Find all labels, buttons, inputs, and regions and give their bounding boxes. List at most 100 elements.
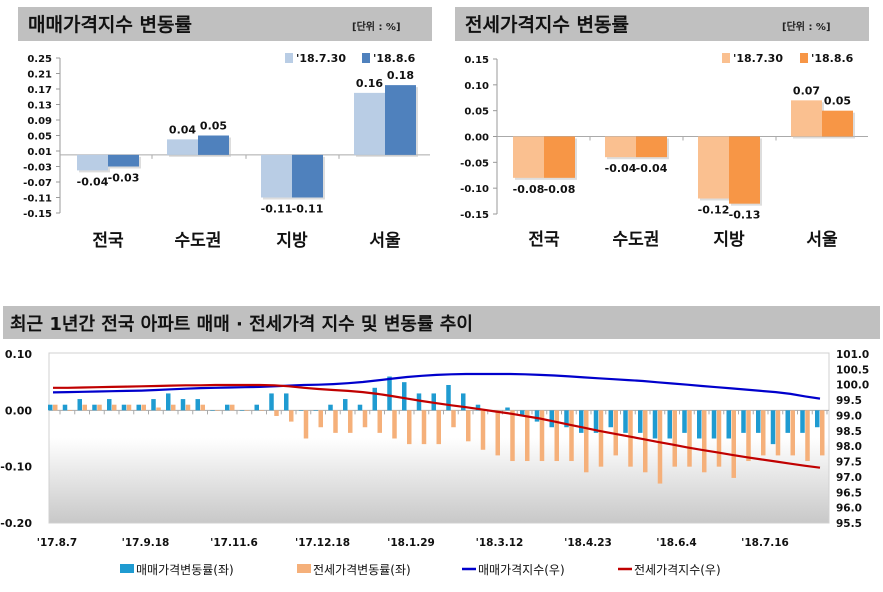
- bar-sale-rate: [416, 393, 422, 411]
- data-label: 0.07: [793, 84, 820, 97]
- bar-jeonse-rate: [672, 410, 677, 467]
- bar-sale-rate: [77, 399, 82, 411]
- bar-sale-rate: [372, 387, 377, 411]
- bar-sale-rate: [608, 410, 613, 428]
- legend-swatch: [297, 564, 311, 573]
- sale-index-line: [52, 372, 821, 400]
- right-y-tick-label: 97.0: [836, 472, 862, 484]
- legend-label: '18.8.6: [811, 52, 854, 65]
- bar-sale-rate: [623, 410, 628, 433]
- bar-jeonse-rate: [716, 410, 722, 467]
- bar-sale-rate: [136, 404, 141, 411]
- bar-지방-'18.7.30: [698, 136, 729, 199]
- bar-sale-rate: [387, 376, 392, 411]
- category-label: 서울: [806, 230, 838, 250]
- right-y-tick-label: 101.0: [836, 349, 869, 361]
- bar-sale-rate: [667, 410, 672, 439]
- data-label: -0.11: [292, 203, 324, 216]
- y-tick-label: -0.07: [23, 178, 52, 189]
- y-tick-label: 0.05: [27, 132, 52, 143]
- y-tick-label: 0.05: [464, 107, 489, 118]
- bar-jeonse-rate: [584, 410, 589, 473]
- bar-jeonse-rate: [510, 410, 515, 462]
- right-y-tick-label: 96.0: [836, 503, 862, 515]
- bar-지방-'18.8.6: [292, 154, 323, 198]
- bar-jeonse-rate: [495, 410, 500, 456]
- legend-label: 전세가격변동률(좌): [313, 563, 411, 577]
- bar-sale-rate: [180, 399, 186, 411]
- bar-sale-rate: [785, 410, 790, 433]
- bar-sale-rate: [505, 407, 510, 411]
- x-tick-label: '17.12.18: [295, 537, 350, 549]
- bar-수도권-'18.7.30: [605, 136, 636, 158]
- bar-jeonse-rate: [126, 404, 132, 411]
- bar-jeonse-rate: [480, 410, 486, 450]
- data-label: 0.18: [387, 69, 414, 82]
- bar-sale-rate: [225, 404, 230, 411]
- y-tick-label: -0.11: [23, 194, 52, 205]
- sale-chart-unit: [단위 : %]: [352, 20, 401, 33]
- bar-jeonse-rate: [200, 404, 205, 411]
- bar-전국-'18.7.30: [513, 136, 544, 178]
- sale-chart-title: 매매가격지수 변동률: [28, 14, 192, 36]
- bar-jeonse-rate: [613, 410, 618, 456]
- data-label: -0.12: [698, 204, 730, 217]
- x-tick-label: '18.1.29: [387, 537, 435, 549]
- bar-서울-'18.7.30: [791, 100, 822, 137]
- bar-jeonse-rate: [318, 410, 323, 428]
- bar-jeonse-rate: [82, 404, 87, 411]
- bar-jeonse-rate: [67, 410, 73, 411]
- bar-sale-rate: [121, 404, 127, 411]
- data-label: 0.04: [169, 123, 196, 136]
- bar-jeonse-rate: [657, 410, 663, 484]
- legend-label: 전세가격지수(우): [634, 563, 721, 577]
- x-tick-label: '17.9.18: [122, 537, 170, 549]
- legend-swatch: [120, 564, 134, 573]
- bar-sale-rate: [313, 410, 318, 411]
- bar-jeonse-rate: [790, 410, 795, 456]
- category-label: 지방: [713, 230, 745, 250]
- y-tick-label: 0.09: [27, 116, 52, 127]
- bar-sale-rate: [534, 410, 540, 422]
- legend-swatch: [285, 53, 293, 63]
- bar-sale-rate: [239, 410, 245, 411]
- bar-서울-'18.8.6: [822, 110, 853, 137]
- bar-jeonse-rate: [303, 410, 309, 439]
- bar-전국-'18.7.30: [77, 154, 108, 171]
- y-tick-label: 0.25: [27, 54, 52, 65]
- bar-jeonse-rate: [746, 410, 751, 462]
- bar-sale-rate: [284, 393, 289, 411]
- category-label: 수도권: [175, 231, 222, 251]
- bar-jeonse-rate: [53, 404, 58, 411]
- bar-sale-rate: [151, 399, 156, 411]
- bar-sale-rate: [195, 399, 200, 411]
- y-tick-label: 0.10: [464, 81, 489, 92]
- y-tick-label: -0.15: [460, 210, 489, 221]
- bar-sale-rate: [402, 382, 407, 411]
- bar-sale-rate: [593, 410, 599, 433]
- bar-jeonse-rate: [377, 410, 382, 433]
- trend-chart: 0.10 0.00 -0.10 -0.20 101.0 100.5 100.0 99.5 99.…: [0, 348, 869, 577]
- legend-label: 매매가격변동률(좌): [136, 563, 234, 577]
- right-y-tick-label: 100.5: [836, 364, 869, 376]
- bar-jeonse-rate: [687, 410, 692, 467]
- bar-수도권-'18.8.6: [636, 136, 667, 158]
- data-label: 0.05: [824, 95, 851, 108]
- bar-sale-rate: [815, 410, 820, 428]
- bar-sale-rate: [638, 410, 643, 433]
- trend-chart-title-bar: [3, 306, 880, 339]
- y-tick-label: 0.13: [27, 101, 52, 112]
- legend-label: '18.8.6: [373, 52, 416, 65]
- bar-jeonse-rate: [775, 410, 781, 456]
- bar-jeonse-rate: [466, 410, 471, 442]
- right-y-tick-label: 98.5: [836, 426, 862, 438]
- bar-jeonse-rate: [392, 410, 397, 439]
- data-label: 0.16: [356, 77, 383, 90]
- bar-jeonse-rate: [362, 410, 368, 428]
- y-tick-label: -0.10: [460, 184, 489, 195]
- x-tick-label: '17.11.6: [210, 537, 258, 549]
- right-y-tick-label: 95.5: [836, 518, 862, 530]
- y-tick-label: 0.21: [27, 70, 52, 81]
- left-y-tick-label: 0.10: [5, 348, 32, 361]
